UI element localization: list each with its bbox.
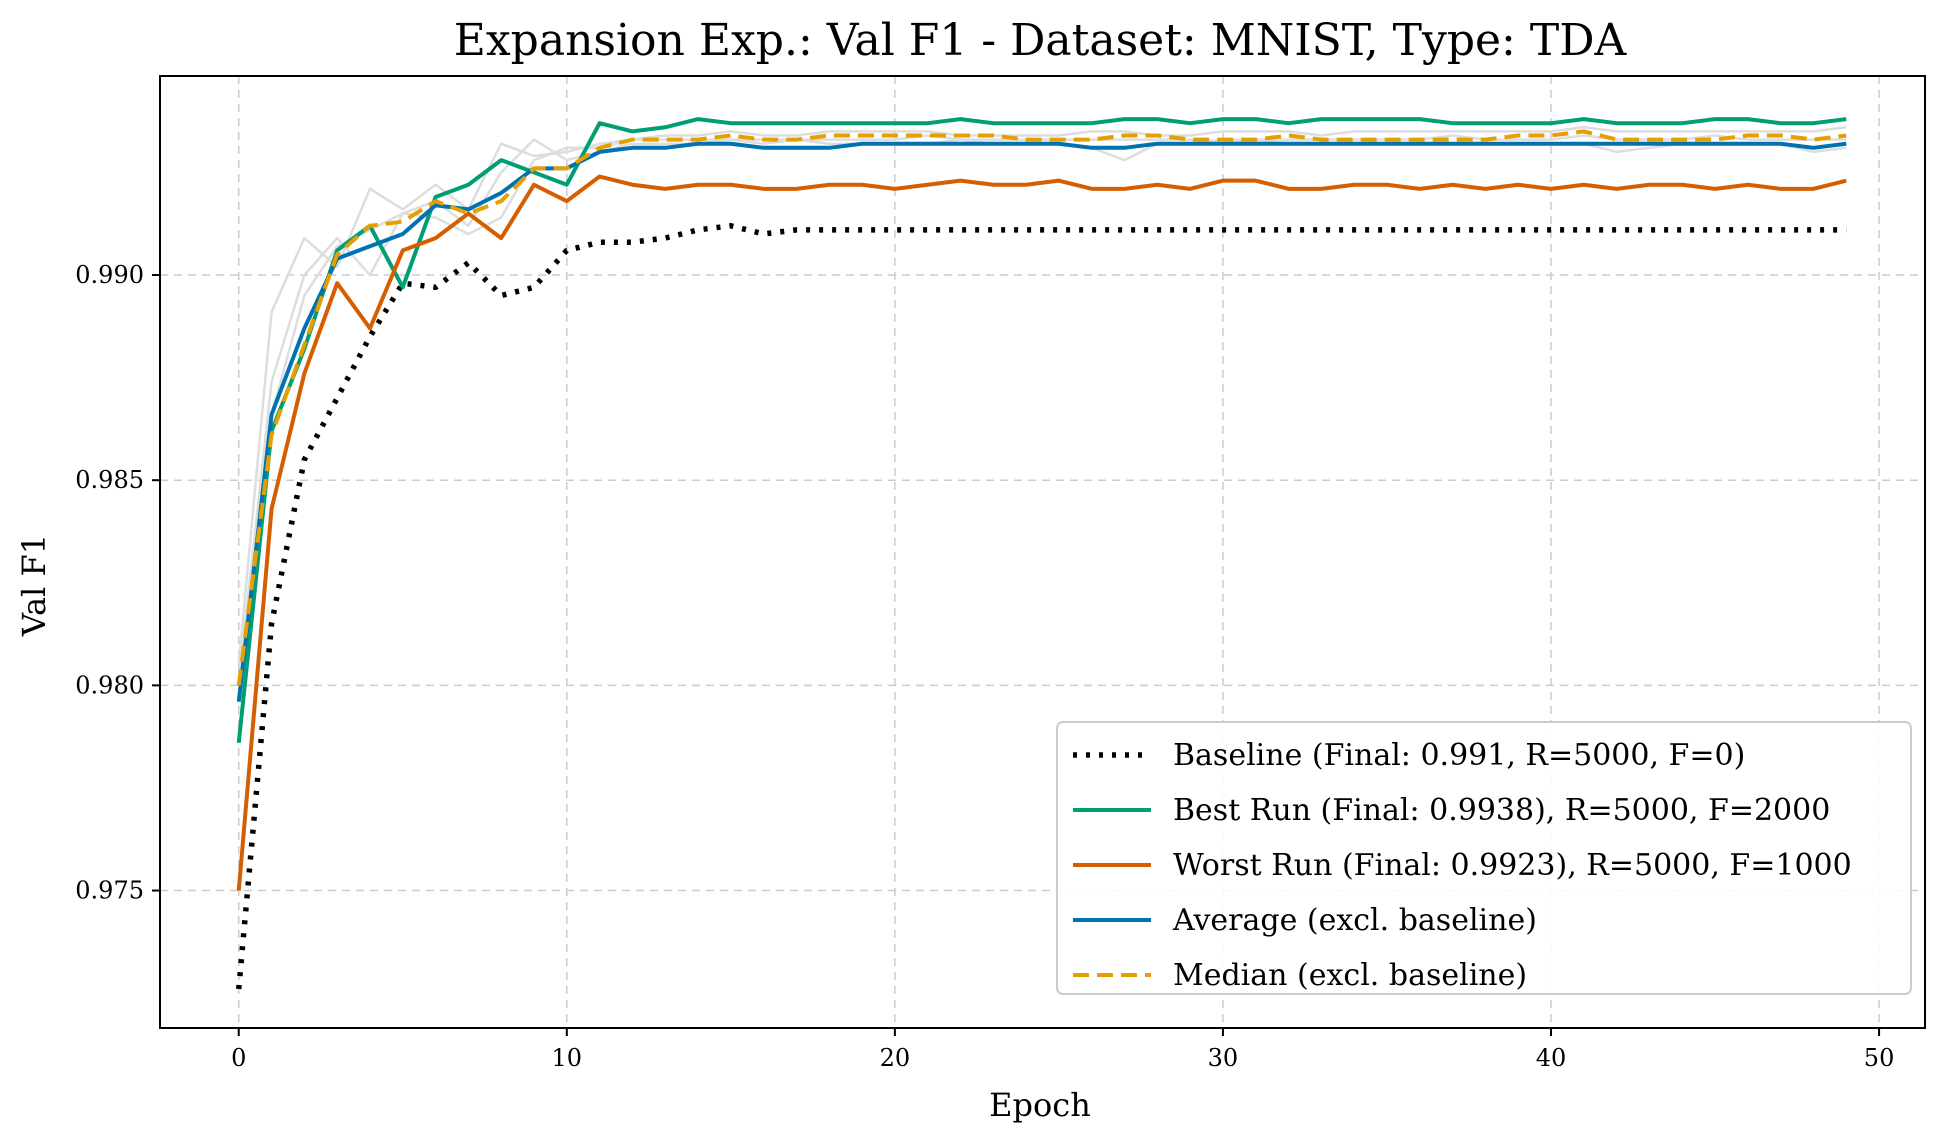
- plot-frame: [159, 75, 1926, 1029]
- series-line: [236, 223, 1847, 990]
- x-axis-label: Epoch: [989, 1086, 1091, 1124]
- legend-entry: Median (excl. baseline): [1173, 958, 1527, 993]
- legend-entry: Best Run (Final: 0.9938), R=5000, F=2000: [1173, 793, 1830, 828]
- series-line: [236, 174, 1847, 891]
- series-line: [236, 141, 1847, 703]
- legend-entry: Baseline (Final: 0.991, R=5000, F=0): [1173, 738, 1745, 773]
- background-run-line: [237, 126, 1847, 665]
- series-line: [236, 129, 1847, 686]
- x-tick-label: 10: [552, 1044, 583, 1072]
- x-tick-label: 30: [1208, 1044, 1239, 1072]
- y-tick-label: 0.980: [75, 671, 144, 699]
- series-layer: [236, 117, 1847, 990]
- y-tick-label: 0.975: [75, 877, 144, 905]
- y-axis-label: Val F1: [15, 534, 53, 637]
- chart-title: Expansion Exp.: Val F1 - Dataset: MNIST,…: [454, 15, 1628, 66]
- tick-layer: 0 10 20 30 40 50 0.975 0.980 0.985 0.990: [75, 261, 1894, 1072]
- series-line: [236, 117, 1847, 744]
- x-tick-label: 50: [1864, 1044, 1895, 1072]
- grid-layer: [160, 76, 1925, 1028]
- y-tick-label: 0.985: [75, 466, 144, 494]
- y-tick-label: 0.990: [75, 261, 144, 289]
- legend-entry: Average (excl. baseline): [1172, 903, 1537, 938]
- x-tick-label: 40: [1536, 1044, 1567, 1072]
- legend: Baseline (Final: 0.991, R=5000, F=0) Best…: [1056, 721, 1912, 995]
- x-tick-label: 0: [231, 1044, 246, 1072]
- legend-entry: Worst Run (Final: 0.9923), R=5000, F=100…: [1173, 848, 1852, 883]
- legend-box: [1056, 721, 1912, 995]
- background-run-line: [237, 134, 1847, 686]
- x-tick-label: 20: [880, 1044, 911, 1072]
